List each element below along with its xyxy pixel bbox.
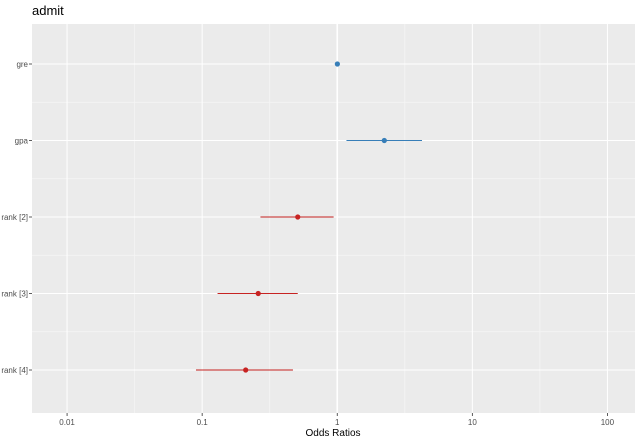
estimate-point-rank-4: [243, 367, 249, 373]
y-tick-label: gpa: [15, 137, 29, 146]
minor-gridlines: [32, 24, 635, 413]
x-axis-title: Odds Ratios: [305, 428, 360, 439]
y-axis: gre gpa rank [2] rank [3] rank [4]: [1, 60, 32, 375]
plot-panel: [32, 24, 635, 413]
estimate-point-rank-3: [255, 290, 261, 297]
x-tick-label: 100: [601, 418, 615, 427]
estimate-points: [243, 61, 387, 373]
y-tick-label: rank [2]: [1, 213, 28, 222]
estimate-point-gre: [334, 61, 340, 67]
x-tick-label: 10: [468, 418, 477, 427]
y-tick-label: gre: [16, 60, 28, 69]
major-gridlines: [32, 24, 635, 413]
x-tick-label: 1: [335, 418, 340, 427]
x-axis: 0.01 0.1 1 10 100: [59, 413, 615, 427]
x-tick-label: 0.1: [197, 418, 209, 427]
estimate-point-gpa: [381, 137, 387, 144]
chart-title: admit: [32, 3, 64, 18]
y-tick-label: rank [3]: [1, 290, 28, 299]
x-tick-label: 0.01: [59, 418, 75, 427]
estimate-point-rank-2: [295, 214, 301, 220]
y-tick-label: rank [4]: [1, 366, 28, 375]
